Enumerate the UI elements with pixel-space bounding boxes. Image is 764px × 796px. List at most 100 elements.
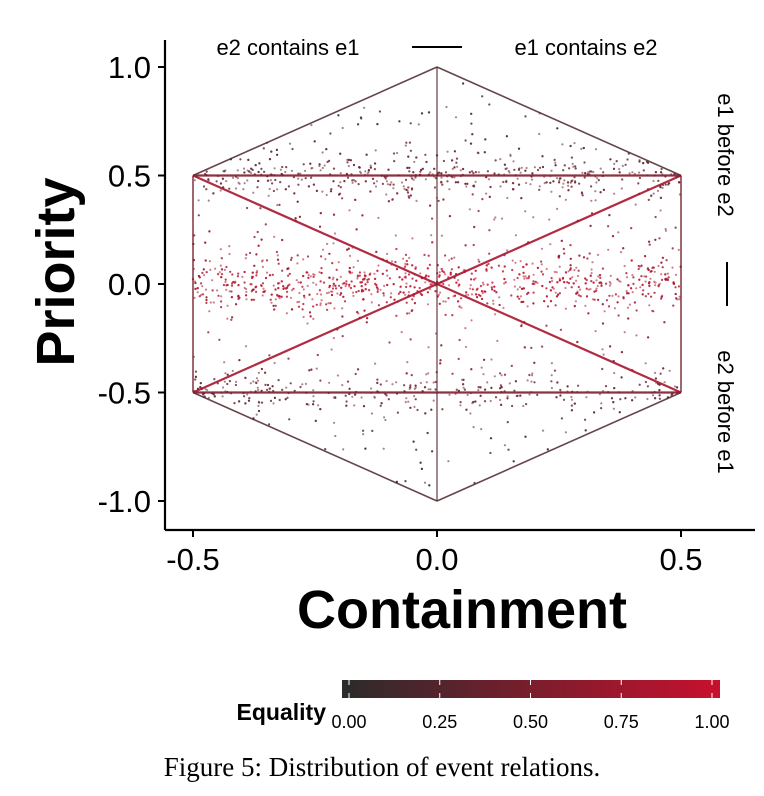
scatter-point bbox=[501, 270, 505, 273]
scatter-point bbox=[462, 167, 465, 171]
scatter-point bbox=[490, 266, 493, 269]
scatter-point bbox=[382, 294, 385, 297]
scatter-point bbox=[559, 177, 562, 180]
scatter-point bbox=[211, 289, 214, 292]
scatter-point bbox=[558, 179, 561, 182]
scatter-point bbox=[516, 394, 519, 397]
scatter-point bbox=[518, 297, 521, 300]
scatter-point bbox=[613, 307, 617, 310]
scatter-point bbox=[244, 402, 247, 405]
scatter-point bbox=[635, 334, 638, 337]
scatter-point bbox=[355, 228, 358, 231]
scatter-point bbox=[399, 285, 402, 288]
scatter-point bbox=[219, 189, 222, 192]
scatter-point bbox=[262, 287, 265, 290]
scatter-point bbox=[637, 267, 640, 271]
scatter-point bbox=[199, 382, 202, 385]
scatter-point bbox=[333, 232, 337, 235]
scatter-point bbox=[522, 300, 525, 303]
scatter-point bbox=[490, 358, 493, 361]
scatter-point bbox=[569, 181, 572, 184]
scatter-point bbox=[626, 306, 630, 309]
x-axis-ticks: -0.5 0.0 0.5 bbox=[166, 530, 703, 577]
scatter-point bbox=[415, 279, 418, 282]
scatter-point bbox=[471, 288, 474, 291]
scatter-point bbox=[647, 292, 650, 295]
scatter-point bbox=[348, 266, 351, 270]
scatter-point bbox=[519, 260, 522, 263]
scatter-point bbox=[371, 429, 374, 432]
scatter-point bbox=[393, 298, 396, 301]
scatter-point bbox=[446, 180, 449, 183]
scatter-point bbox=[305, 403, 308, 406]
scatter-point bbox=[330, 290, 333, 293]
scatter-point bbox=[574, 167, 577, 170]
scatter-point bbox=[444, 313, 447, 316]
scatter-point bbox=[273, 396, 276, 399]
scatter-point bbox=[584, 429, 587, 432]
scatter-point bbox=[357, 123, 360, 126]
scatter-point bbox=[204, 259, 207, 262]
scatter-point bbox=[409, 406, 412, 409]
scatter-point bbox=[587, 171, 590, 174]
scatter-point bbox=[499, 158, 502, 161]
scatter-point bbox=[319, 280, 322, 283]
scatter-point bbox=[510, 364, 513, 367]
scatter-point bbox=[434, 380, 437, 384]
scatter-point bbox=[562, 398, 566, 401]
scatter-point bbox=[640, 275, 643, 278]
scatter-point bbox=[319, 212, 322, 215]
scatter-point bbox=[315, 189, 318, 192]
scatter-point bbox=[370, 412, 373, 415]
scatter-point bbox=[380, 402, 383, 405]
scatter-point bbox=[408, 141, 411, 144]
scatter-point bbox=[569, 277, 572, 280]
scatter-point bbox=[385, 301, 388, 304]
scatter-point bbox=[447, 297, 450, 300]
scatter-point bbox=[429, 283, 432, 286]
scatter-point bbox=[343, 300, 347, 303]
scatter-point bbox=[557, 255, 560, 258]
scatter-point bbox=[628, 303, 632, 306]
scatter-point bbox=[570, 180, 573, 183]
scatter-point bbox=[591, 261, 594, 264]
scatter-point bbox=[457, 181, 460, 184]
scatter-point bbox=[374, 362, 377, 365]
scatter-point bbox=[660, 261, 663, 264]
scatter-point bbox=[291, 308, 294, 311]
scatter-point bbox=[228, 290, 231, 293]
scatter-point bbox=[418, 286, 421, 290]
scatter-point bbox=[332, 276, 335, 279]
scatter-point bbox=[256, 230, 259, 234]
scatter-point bbox=[657, 284, 660, 287]
scatter-point bbox=[302, 258, 305, 261]
scatter-point bbox=[430, 408, 433, 411]
scatter-point bbox=[252, 380, 255, 383]
scatter-point bbox=[559, 388, 562, 392]
scatter-point bbox=[391, 198, 394, 201]
scatter-point bbox=[410, 188, 414, 191]
colorbar-title: Equality bbox=[237, 699, 327, 725]
scatter-point bbox=[448, 259, 451, 262]
scatter-point bbox=[411, 309, 414, 312]
scatter-point bbox=[439, 362, 442, 365]
scatter-point bbox=[458, 283, 461, 286]
scatter-point bbox=[532, 216, 535, 219]
scatter-point bbox=[328, 276, 331, 279]
scatter-point bbox=[651, 266, 654, 269]
scatter-point bbox=[273, 308, 276, 311]
scatter-point bbox=[384, 418, 387, 422]
scatter-point bbox=[260, 401, 264, 404]
scatter-point bbox=[314, 419, 317, 422]
scatter-point bbox=[273, 361, 276, 365]
scatter-point bbox=[234, 383, 237, 387]
scatter-point bbox=[310, 124, 313, 127]
scatter-point bbox=[222, 283, 225, 287]
scatter-point bbox=[405, 397, 408, 400]
scatter-point bbox=[451, 372, 454, 375]
scatter-point bbox=[413, 395, 416, 398]
scatter-point bbox=[589, 288, 592, 291]
scatter-point bbox=[298, 300, 301, 303]
scatter-point bbox=[217, 294, 220, 297]
scatter-point bbox=[280, 295, 283, 298]
